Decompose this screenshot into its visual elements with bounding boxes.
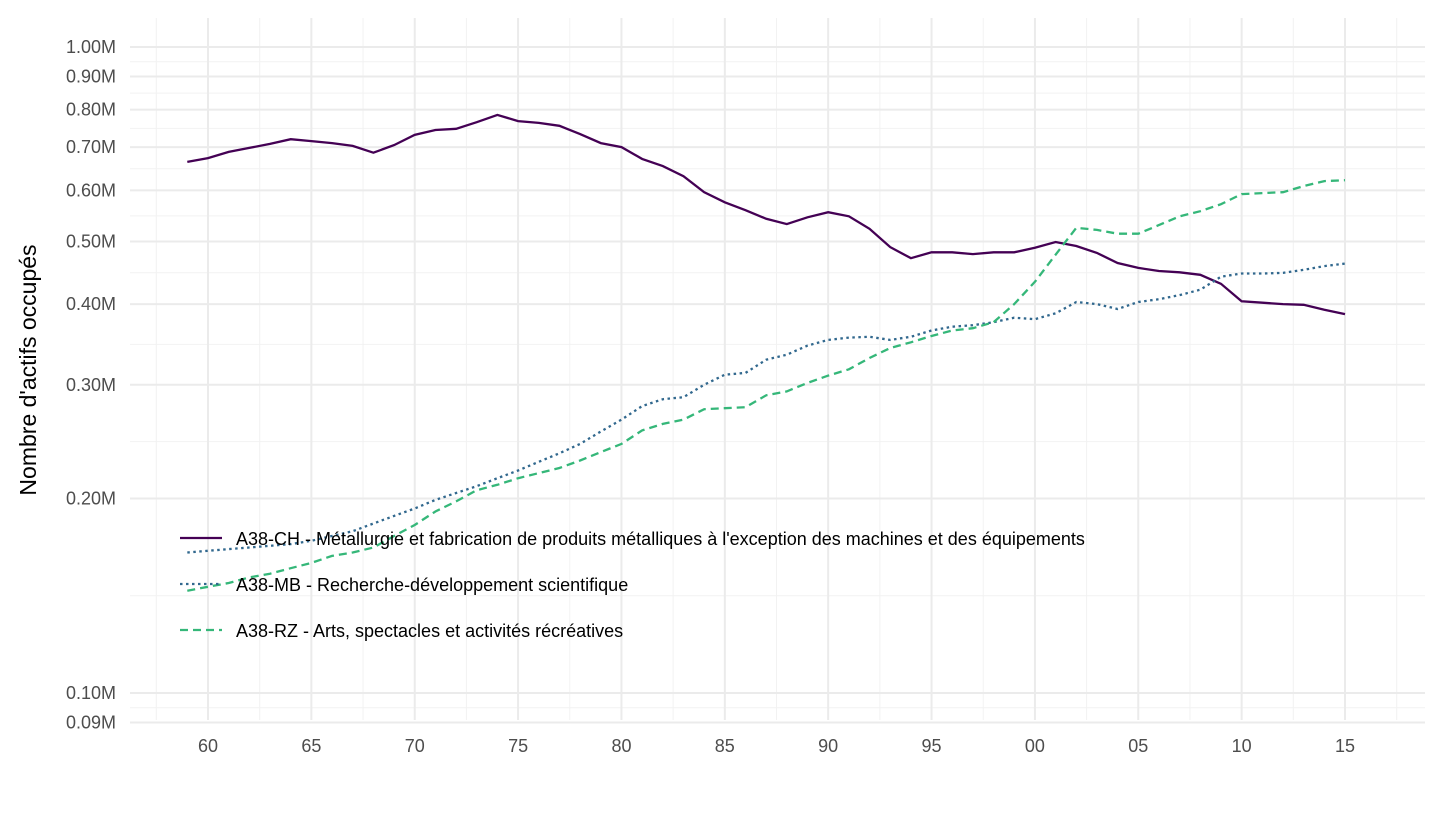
x-tick-label: 15	[1335, 736, 1355, 756]
legend-label-3: A38-RZ - Arts, spectacles et activités r…	[236, 621, 623, 641]
x-axis: 60 65 70 75 80 85 90 95 00 05 10 15	[198, 736, 1355, 756]
series-line-2	[187, 262, 1346, 554]
x-tick-label: 70	[405, 736, 425, 756]
y-tick-label: 0.60M	[66, 180, 116, 200]
y-tick-label: 0.10M	[66, 683, 116, 703]
y-tick-label: 1.00M	[66, 37, 116, 57]
y-tick-label: 0.30M	[66, 375, 116, 395]
series-lines	[187, 113, 1346, 592]
x-tick-label: 60	[198, 736, 218, 756]
y-tick-label: 0.70M	[66, 137, 116, 157]
series-line-3	[187, 179, 1346, 592]
legend-label-2: A38-MB - Recherche-développement scienti…	[236, 575, 628, 595]
y-axis: 0.09M 0.10M 0.20M 0.30M 0.40M 0.50M 0.60M 0.70M…	[66, 37, 116, 733]
x-tick-label: 85	[715, 736, 735, 756]
grid	[130, 18, 1425, 724]
legend-label-1: A38-CH - Métallurgie et fabrication de p…	[236, 529, 1085, 549]
series-line-1	[187, 113, 1346, 316]
y-tick-label: 0.20M	[66, 489, 116, 509]
x-tick-label: 90	[818, 736, 838, 756]
y-tick-label: 0.09M	[66, 713, 116, 733]
x-tick-label: 80	[611, 736, 631, 756]
x-tick-label: 75	[508, 736, 528, 756]
y-tick-label: 0.40M	[66, 294, 116, 314]
x-tick-label: 00	[1025, 736, 1045, 756]
x-tick-label: 65	[301, 736, 321, 756]
y-tick-label: 0.50M	[66, 231, 116, 251]
y-axis-label: Nombre d'actifs occupés	[15, 244, 41, 495]
x-tick-label: 05	[1128, 736, 1148, 756]
x-tick-label: 95	[922, 736, 942, 756]
x-tick-label: 10	[1232, 736, 1252, 756]
y-tick-label: 0.80M	[66, 100, 116, 120]
y-tick-label: 0.90M	[66, 67, 116, 87]
legend: A38-CH - Métallurgie et fabrication de p…	[180, 529, 1085, 641]
